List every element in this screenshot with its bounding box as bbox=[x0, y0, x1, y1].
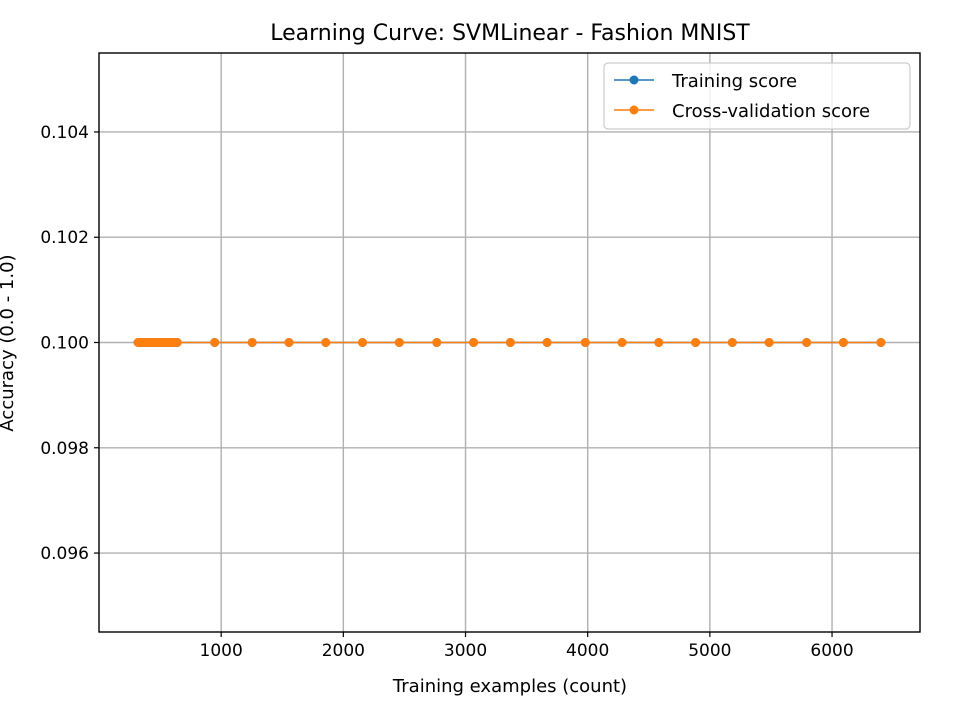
x-tick-label: 3000 bbox=[444, 641, 487, 661]
y-tick-label: 0.098 bbox=[40, 439, 89, 459]
legend-marker-cross-validation bbox=[629, 105, 639, 115]
x-tick-label: 5000 bbox=[688, 641, 731, 661]
data-point-cross-validation-score bbox=[321, 338, 331, 347]
x-axis: 1000 2000 3000 4000 5000 6000 bbox=[200, 632, 854, 661]
data-point-cross-validation-score bbox=[727, 338, 737, 347]
y-axis: 0.096 0.098 0.100 0.102 0.104 bbox=[40, 123, 99, 564]
y-tick-label: 0.096 bbox=[40, 544, 89, 564]
data-point-cross-validation-score bbox=[505, 338, 515, 347]
data-point-cross-validation-score bbox=[358, 338, 368, 347]
x-tick-label: 4000 bbox=[566, 641, 609, 661]
legend-box bbox=[603, 62, 911, 130]
y-axis-label: Accuracy (0.0 - 1.0) bbox=[0, 254, 18, 431]
series-layer bbox=[133, 338, 886, 347]
data-point-cross-validation-score bbox=[247, 338, 257, 347]
data-point-cross-validation-score bbox=[580, 338, 590, 347]
data-point-cross-validation-score bbox=[876, 338, 886, 347]
x-tick-label: 1000 bbox=[200, 641, 243, 661]
data-point-cross-validation-score bbox=[172, 338, 182, 347]
data-point-cross-validation-score bbox=[432, 338, 442, 347]
x-tick-label: 2000 bbox=[322, 641, 365, 661]
y-tick-label: 0.104 bbox=[40, 123, 89, 143]
data-point-cross-validation-score bbox=[654, 338, 664, 347]
data-point-cross-validation-score bbox=[469, 338, 479, 347]
y-tick-label: 0.102 bbox=[40, 228, 89, 248]
data-point-cross-validation-score bbox=[542, 338, 552, 347]
legend-marker-training bbox=[629, 75, 639, 85]
data-point-cross-validation-score bbox=[838, 338, 848, 347]
data-point-cross-validation-score bbox=[617, 338, 627, 347]
legend-label-cross-validation: Cross-validation score bbox=[672, 101, 870, 122]
legend-label-training: Training score bbox=[671, 71, 797, 92]
data-point-cross-validation-score bbox=[210, 338, 220, 347]
data-point-cross-validation-score bbox=[691, 338, 701, 347]
data-point-cross-validation-score bbox=[394, 338, 404, 347]
x-axis-label: Training examples (count) bbox=[392, 676, 627, 697]
data-point-cross-validation-score bbox=[802, 338, 812, 347]
x-tick-label: 6000 bbox=[810, 641, 853, 661]
legend: Training score Cross-validation score bbox=[603, 62, 911, 130]
data-point-cross-validation-score bbox=[284, 338, 294, 347]
chart-title: Learning Curve: SVMLinear - Fashion MNIS… bbox=[270, 21, 750, 46]
data-point-cross-validation-score bbox=[764, 338, 774, 347]
series-cross-validation-score bbox=[133, 338, 886, 347]
y-tick-label: 0.100 bbox=[40, 334, 89, 354]
